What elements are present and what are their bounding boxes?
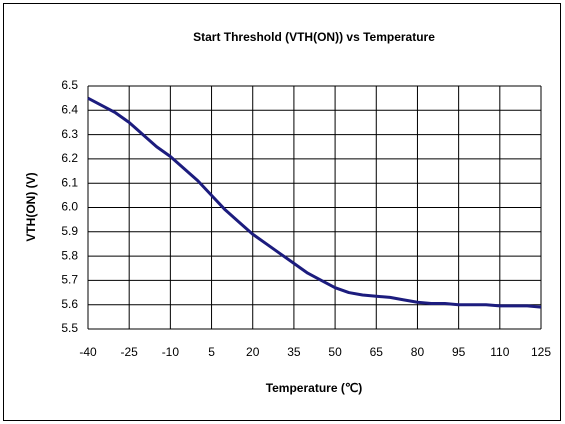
chart-border xyxy=(3,3,561,421)
y-axis-label: VTH(ON) (V) xyxy=(24,172,38,241)
y-tick-label: 5.8 xyxy=(61,248,78,262)
y-tick-label: 5.9 xyxy=(61,224,78,238)
x-tick-label: -25 xyxy=(121,345,139,359)
x-axis-label: Temperature (℃) xyxy=(266,381,363,395)
x-tick-label: 95 xyxy=(452,345,466,359)
y-tick-label: 6.3 xyxy=(61,127,78,141)
y-tick-label: 6.0 xyxy=(61,200,78,214)
x-tick-label: 125 xyxy=(531,345,551,359)
y-tick-label: 6.2 xyxy=(61,151,78,165)
y-tick-label: 5.5 xyxy=(61,321,78,335)
x-tick-label: 110 xyxy=(490,345,509,359)
x-tick-label: 65 xyxy=(370,345,384,359)
x-tick-label: 35 xyxy=(287,345,301,359)
y-tick-label: 6.5 xyxy=(61,78,78,92)
y-tick-label: 5.7 xyxy=(61,273,78,287)
x-tick-label: 50 xyxy=(328,345,342,359)
x-tick-label: 20 xyxy=(246,345,260,359)
y-tick-label: 5.6 xyxy=(61,297,78,311)
chart-title: Start Threshold (VTH(ON)) vs Temperature xyxy=(193,30,435,44)
x-tick-label: -10 xyxy=(162,345,180,359)
y-tick-label: 6.4 xyxy=(61,102,78,116)
data-line xyxy=(87,96,542,309)
y-tick-label: 6.1 xyxy=(61,175,78,189)
x-tick-label: 5 xyxy=(208,345,215,359)
x-tick-label: 80 xyxy=(411,345,425,359)
x-tick-label: -40 xyxy=(79,345,97,359)
